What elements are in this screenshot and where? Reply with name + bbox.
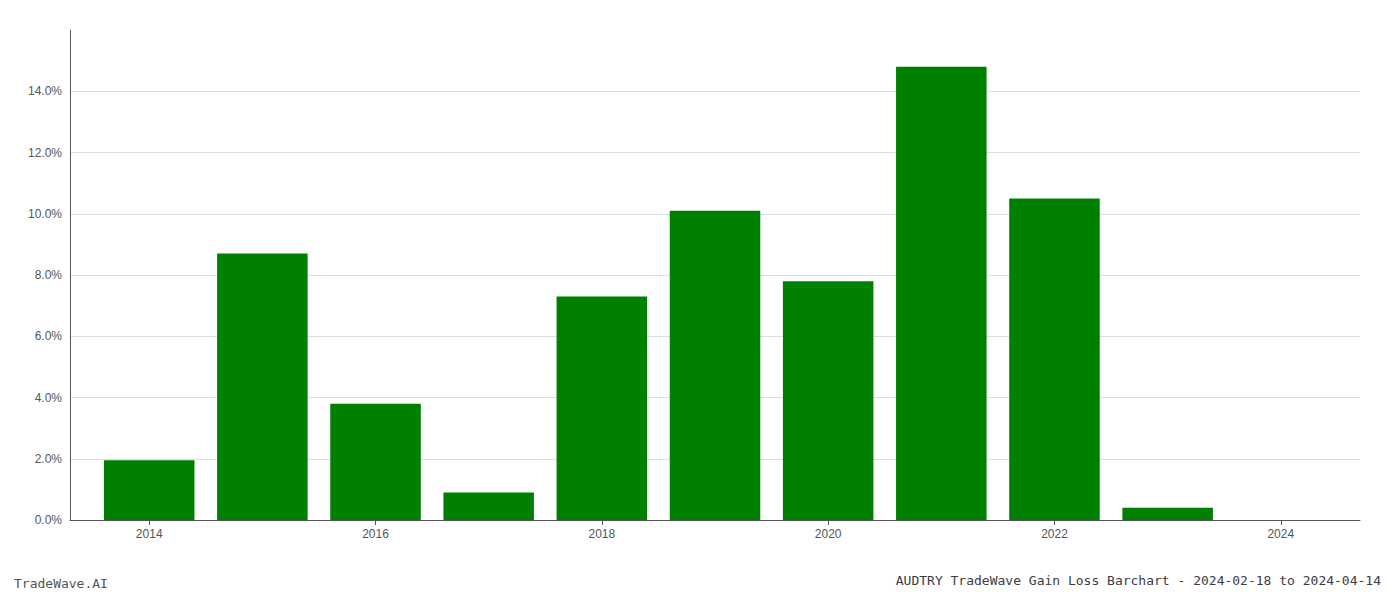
svg-text:AUDTRY TradeWave Gain Loss Bar: AUDTRY TradeWave Gain Loss Barchart - 20… <box>896 573 1381 588</box>
svg-text:0.0%: 0.0% <box>35 513 63 527</box>
svg-text:2020: 2020 <box>815 527 842 541</box>
svg-text:2014: 2014 <box>136 527 163 541</box>
svg-text:2016: 2016 <box>362 527 389 541</box>
svg-text:2018: 2018 <box>588 527 615 541</box>
svg-text:10.0%: 10.0% <box>28 207 62 221</box>
svg-text:2022: 2022 <box>1041 527 1068 541</box>
svg-text:4.0%: 4.0% <box>35 391 63 405</box>
svg-text:8.0%: 8.0% <box>35 268 63 282</box>
svg-text:2024: 2024 <box>1267 527 1294 541</box>
svg-text:6.0%: 6.0% <box>35 329 63 343</box>
svg-text:14.0%: 14.0% <box>28 84 62 98</box>
svg-text:TradeWave.AI: TradeWave.AI <box>14 576 108 591</box>
svg-text:12.0%: 12.0% <box>28 146 62 160</box>
svg-text:2.0%: 2.0% <box>35 452 63 466</box>
